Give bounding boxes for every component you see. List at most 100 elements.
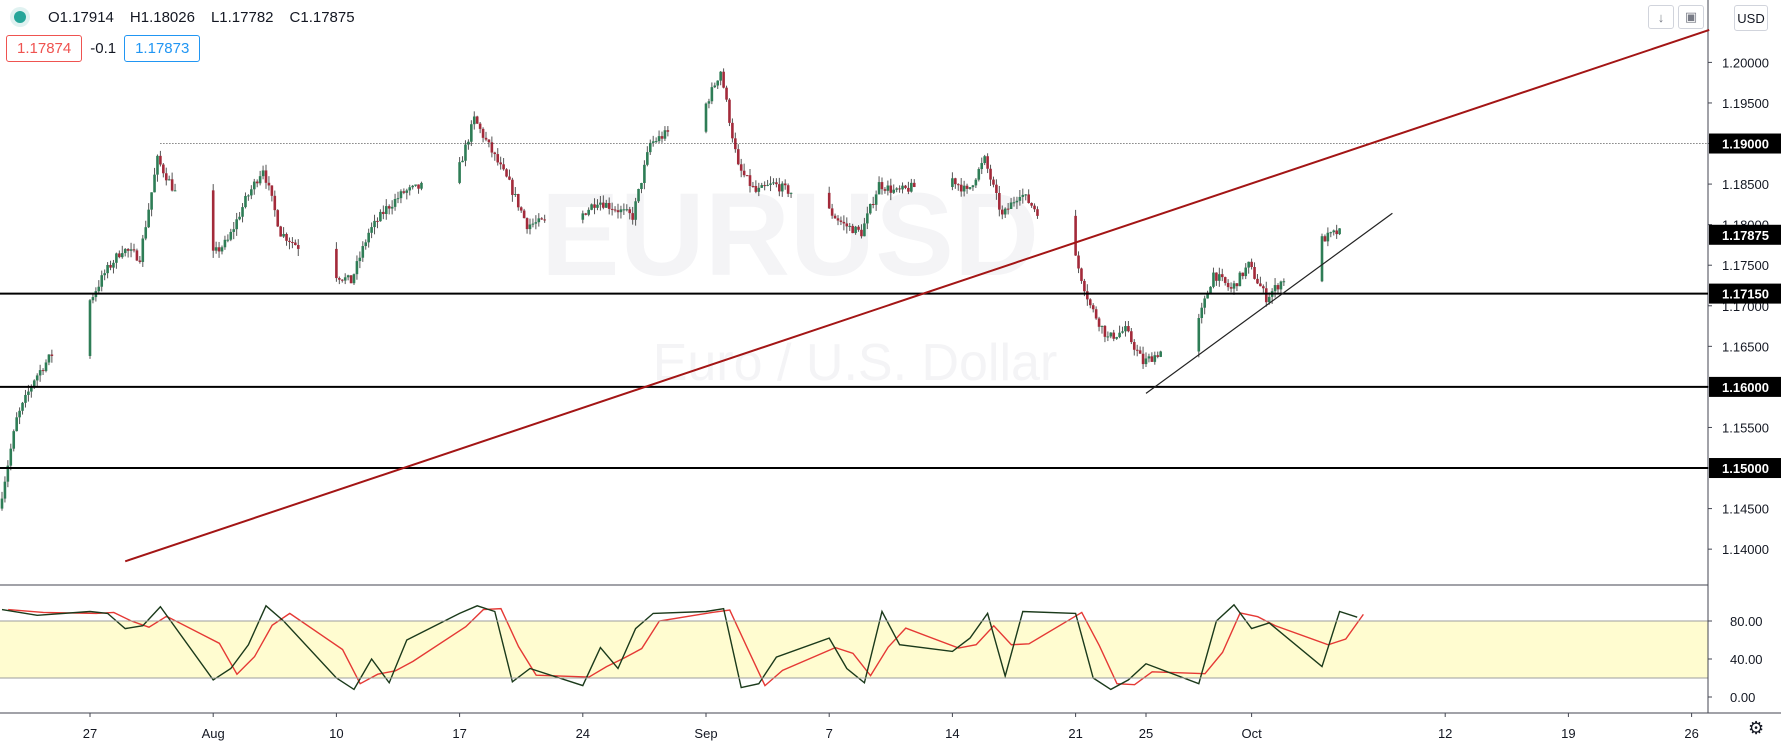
candle-up: [651, 141, 655, 143]
candle-down: [138, 260, 142, 262]
time-tick-label: Aug: [202, 726, 225, 741]
candle-down: [273, 195, 277, 211]
gear-icon[interactable]: ⚙: [1748, 718, 1765, 738]
candle-up: [537, 218, 541, 223]
candle-up: [640, 182, 643, 189]
candle-down: [484, 137, 488, 140]
candle-up: [1024, 194, 1028, 196]
candle-down: [722, 71, 725, 88]
level-price-label: 1.19000: [1722, 137, 1769, 152]
candle-up: [12, 431, 16, 449]
candle-down: [783, 183, 787, 186]
candle-up: [88, 300, 92, 356]
candle-down: [270, 185, 274, 196]
candle-down: [660, 136, 664, 139]
candle-down: [1256, 278, 1259, 284]
candle-up: [604, 202, 608, 208]
candle-down: [778, 184, 781, 192]
candle-down: [475, 116, 479, 124]
candle-down: [1138, 350, 1142, 354]
candle-down: [830, 208, 834, 216]
arrow-down-icon[interactable]: ↓: [1648, 5, 1674, 29]
candle-down: [382, 211, 385, 215]
candle-down: [610, 208, 614, 210]
time-tick-label: 24: [576, 726, 590, 741]
candle-down: [851, 225, 854, 234]
sell-button[interactable]: 1.17874: [6, 35, 83, 62]
stochastic-k-line: [1, 603, 1358, 691]
candle-up: [1159, 351, 1162, 357]
candle-up: [634, 201, 637, 220]
candle-up: [250, 189, 253, 196]
candle-up: [467, 141, 470, 145]
time-axis: 27 Aug 10 17 24 Sep 7 14 21 25 Oct 12 19 26: [83, 713, 1699, 741]
candle-down: [860, 229, 863, 237]
candle-down: [1097, 318, 1101, 327]
candle-up: [470, 124, 473, 142]
candle-up: [1212, 272, 1215, 287]
candle-up: [91, 297, 95, 301]
candle-down: [736, 149, 740, 165]
candle-up: [223, 239, 227, 248]
candle-down: [499, 162, 502, 165]
candle-up: [141, 238, 145, 262]
green-dot-icon[interactable]: [14, 11, 26, 23]
candle-down: [1235, 283, 1239, 287]
candle-up: [144, 227, 148, 239]
candle-down: [50, 354, 54, 356]
candle-down: [734, 138, 737, 150]
candle-up: [716, 80, 720, 86]
candle-down: [1074, 215, 1077, 256]
currency-button[interactable]: USD: [1734, 5, 1768, 31]
candle-down: [889, 185, 893, 193]
candle-down: [540, 218, 544, 220]
candle-down: [1215, 272, 1218, 281]
candle-up: [358, 257, 362, 262]
stochastic-d-line: [8, 607, 1364, 687]
candle-down: [742, 170, 746, 176]
candle-down: [481, 128, 485, 138]
candle-up: [97, 286, 101, 292]
price-pane: [0, 68, 1341, 511]
candle-up: [1238, 272, 1242, 287]
candle-up: [968, 187, 972, 189]
candle-down: [340, 279, 344, 281]
candle-down: [255, 181, 259, 184]
buy-button[interactable]: 1.17873: [124, 35, 201, 62]
candle-up: [625, 209, 629, 211]
candle-down: [505, 169, 508, 177]
ohlc-close: C1.17875: [289, 8, 355, 26]
candle-down: [956, 184, 960, 186]
time-tick-label: 21: [1068, 726, 1082, 741]
candle-up: [1018, 196, 1022, 201]
candle-down: [992, 179, 995, 185]
candle-down: [739, 164, 743, 171]
candle-down: [162, 164, 165, 174]
candle-up: [868, 204, 872, 214]
candle-down: [41, 370, 45, 372]
time-tick-label: 19: [1561, 726, 1575, 741]
candle-up: [408, 187, 412, 191]
candle-down: [731, 122, 734, 139]
candle-down: [109, 264, 112, 268]
fullscreen-icon[interactable]: ▣: [1678, 5, 1704, 29]
candle-up: [241, 207, 244, 217]
candle-up: [384, 206, 388, 215]
candle-down: [294, 242, 297, 246]
candle-up: [1109, 332, 1113, 337]
level-price-label: 1.16000: [1722, 380, 1769, 395]
candle-up: [156, 155, 159, 175]
candle-down: [516, 194, 520, 208]
candle-down: [159, 155, 162, 165]
candle-down: [613, 209, 617, 211]
time-tick-label: 10: [329, 726, 343, 741]
candle-down: [593, 204, 596, 208]
candle-up: [282, 233, 285, 237]
watermark-name: Euro / U.S. Dollar: [653, 334, 1058, 392]
candle-down: [898, 188, 901, 190]
candle-up: [514, 194, 517, 196]
candle-up: [1218, 274, 1221, 281]
candle-up: [420, 182, 423, 189]
